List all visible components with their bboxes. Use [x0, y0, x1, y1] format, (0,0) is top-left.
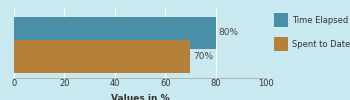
Text: 70%: 70%: [193, 52, 213, 61]
Text: Spent to Date: Spent to Date: [292, 40, 350, 49]
FancyBboxPatch shape: [274, 37, 288, 51]
X-axis label: Values in %: Values in %: [111, 94, 169, 100]
Text: Time Elapsed: Time Elapsed: [292, 16, 348, 25]
FancyBboxPatch shape: [274, 13, 288, 27]
Text: 80%: 80%: [218, 28, 238, 37]
Bar: [14, 17, 216, 49]
Bar: [14, 40, 190, 73]
